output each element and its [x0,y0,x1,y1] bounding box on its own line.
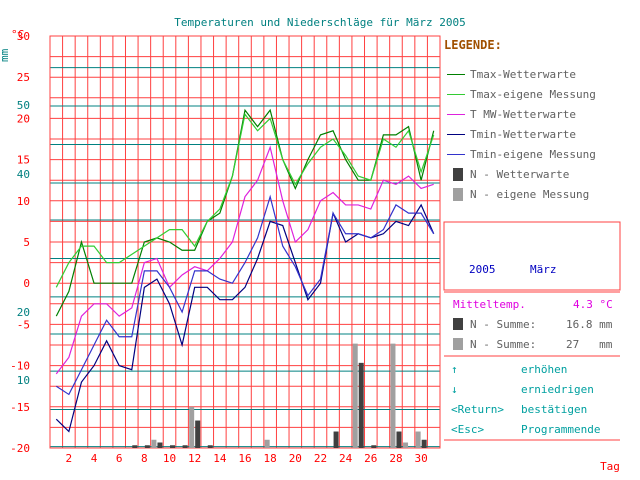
precip-bar [352,343,358,448]
legend-bar-icon [453,168,463,181]
legend-item-label: Tmin-eigene Messung [470,148,596,161]
precip-sum-label-1: N - Summe: [470,318,537,331]
precip-bar [189,406,195,448]
precip-bar [182,445,188,448]
x-tick-label: 18 [264,452,277,465]
action-increase[interactable]: erhöhen [521,363,568,376]
y-tick-label-temp: 30 [17,30,30,43]
y-tick-label-precip: 50 [17,99,30,112]
x-tick-label: 28 [389,452,402,465]
mean-temp-label: Mitteltemp. [453,298,526,311]
x-tick-label: 10 [163,452,176,465]
legend-line-icon [447,134,465,135]
legend-line-icon [447,74,465,75]
x-tick-label: 26 [364,452,377,465]
y-tick-label-temp: -20 [10,442,30,455]
legend-panel [439,36,621,448]
precip-bar [170,445,176,448]
temp-unit-label: °C [11,28,24,41]
precip-bar [371,445,377,448]
y-tick-label-temp: 10 [17,195,30,208]
x-tick-label: 8 [141,452,148,465]
legend-line-icon [447,154,465,155]
action-exit[interactable]: Programmende [521,423,601,436]
action-decrease[interactable]: erniedrigen [521,383,594,396]
key-down-icon[interactable]: ↓ [451,383,458,396]
x-tick-label: 20 [289,452,302,465]
legend-item-label: Tmax-eigene Messung [470,88,596,101]
legend-title: LEGENDE: [444,38,502,52]
temperature-lines [55,108,435,433]
y-tick-label-temp: 25 [17,71,30,84]
precip-bar [151,439,157,448]
x-tick-label: 24 [339,452,353,465]
precip-bar [333,431,339,448]
precip-bar [396,431,402,448]
x-tick-label: 30 [415,452,428,465]
y-tick-label-precip: 40 [17,168,30,181]
y-tick-label-precip: 10 [17,374,30,387]
precip-sum-swatch-2 [453,338,463,350]
x-tick-label: 16 [238,452,251,465]
x-tick-label: 14 [213,452,227,465]
legend-line-icon [447,94,465,95]
precip-bar [358,362,364,448]
precip-bar [144,445,150,448]
series-line [55,112,435,288]
legend-line-icon [447,114,465,115]
series-line [55,145,434,375]
y-tick-label-temp: -15 [10,401,30,414]
precip-bar [195,420,201,448]
legend-item-label: N - eigene Messung [470,188,590,201]
mean-temp-value: 4.3 °C [573,298,613,311]
action-confirm[interactable]: bestätigen [521,403,588,416]
precip-bar [157,442,163,448]
legend-item-label: N - Wetterwarte [470,168,570,181]
x-tick-label: 6 [116,452,123,465]
precip-bar [403,442,409,448]
precip-bar [207,445,213,448]
precip-bars [132,343,427,448]
y-tick-label-temp: -10 [10,360,30,373]
y-tick-label-temp: 0 [23,277,30,290]
y-tick-label-temp: -5 [17,318,30,331]
key-esc[interactable]: <Esc> [451,423,485,436]
legend-item-label: T MW-Wetterwarte [470,108,576,121]
precip-sum-value-1: 16.8 mm [566,318,613,331]
key-up-icon[interactable]: ↑ [451,363,458,376]
axis-ticks: 2 4 6 8 10 12 14 16 18 20 22 24 26 28 30302520151050-5… [10,30,428,465]
legend-item-label: Tmin-Wetterwarte [470,128,576,141]
y-tick-label-temp: 5 [23,236,30,249]
precip-bar [390,343,396,448]
y-tick-label-temp: 15 [17,154,30,167]
precip-bar [415,431,421,448]
x-axis-label: Tag [600,460,620,473]
key-return[interactable]: <Return> [451,403,504,416]
x-tick-label: 4 [91,452,98,465]
precip-bar [132,445,138,448]
series-line [55,194,435,396]
period-year: 2005 [469,263,496,276]
x-tick-label: 2 [66,452,73,465]
y-tick-label-precip: 20 [17,306,30,319]
precip-sum-label-2: N - Summe: [470,338,537,351]
period-box [443,221,621,291]
precip-sum-value-2: 27 mm [566,338,613,351]
precip-sum-swatch-1 [453,318,463,330]
precip-bar [421,439,427,448]
precip-unit-label: mm [0,48,11,62]
chart-title: Temperaturen und Niederschläge für März … [174,16,465,29]
x-tick-label: 12 [188,452,201,465]
legend-item-label: Tmax-Wetterwarte [470,68,576,81]
y-tick-label-temp: 20 [17,112,30,125]
precip-bar [264,439,270,448]
grid [49,35,441,449]
period-month: März [530,263,557,276]
x-tick-label: 22 [314,452,327,465]
legend-bar-icon [453,188,463,201]
